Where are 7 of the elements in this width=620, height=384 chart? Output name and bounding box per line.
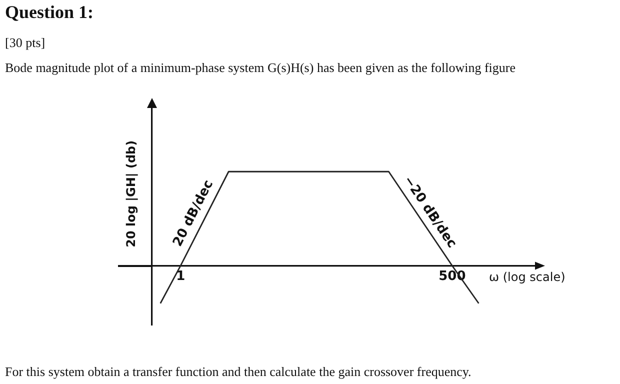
x-axis-title: ω (log scale): [489, 270, 566, 284]
y-axis-title: 20 log |GH| (db): [124, 140, 138, 248]
x-tick-label: 1: [176, 268, 186, 284]
text: Bode magnitude plot of a minimum-phase system G(s)H(s) has been given as the following figure: [5, 60, 516, 76]
chart-title: Question 1:: [5, 2, 94, 23]
text: [30 pts]: [5, 35, 46, 51]
text: For this system obtain a transfer function and then calculate the gain crossover frequency.: [5, 364, 472, 380]
